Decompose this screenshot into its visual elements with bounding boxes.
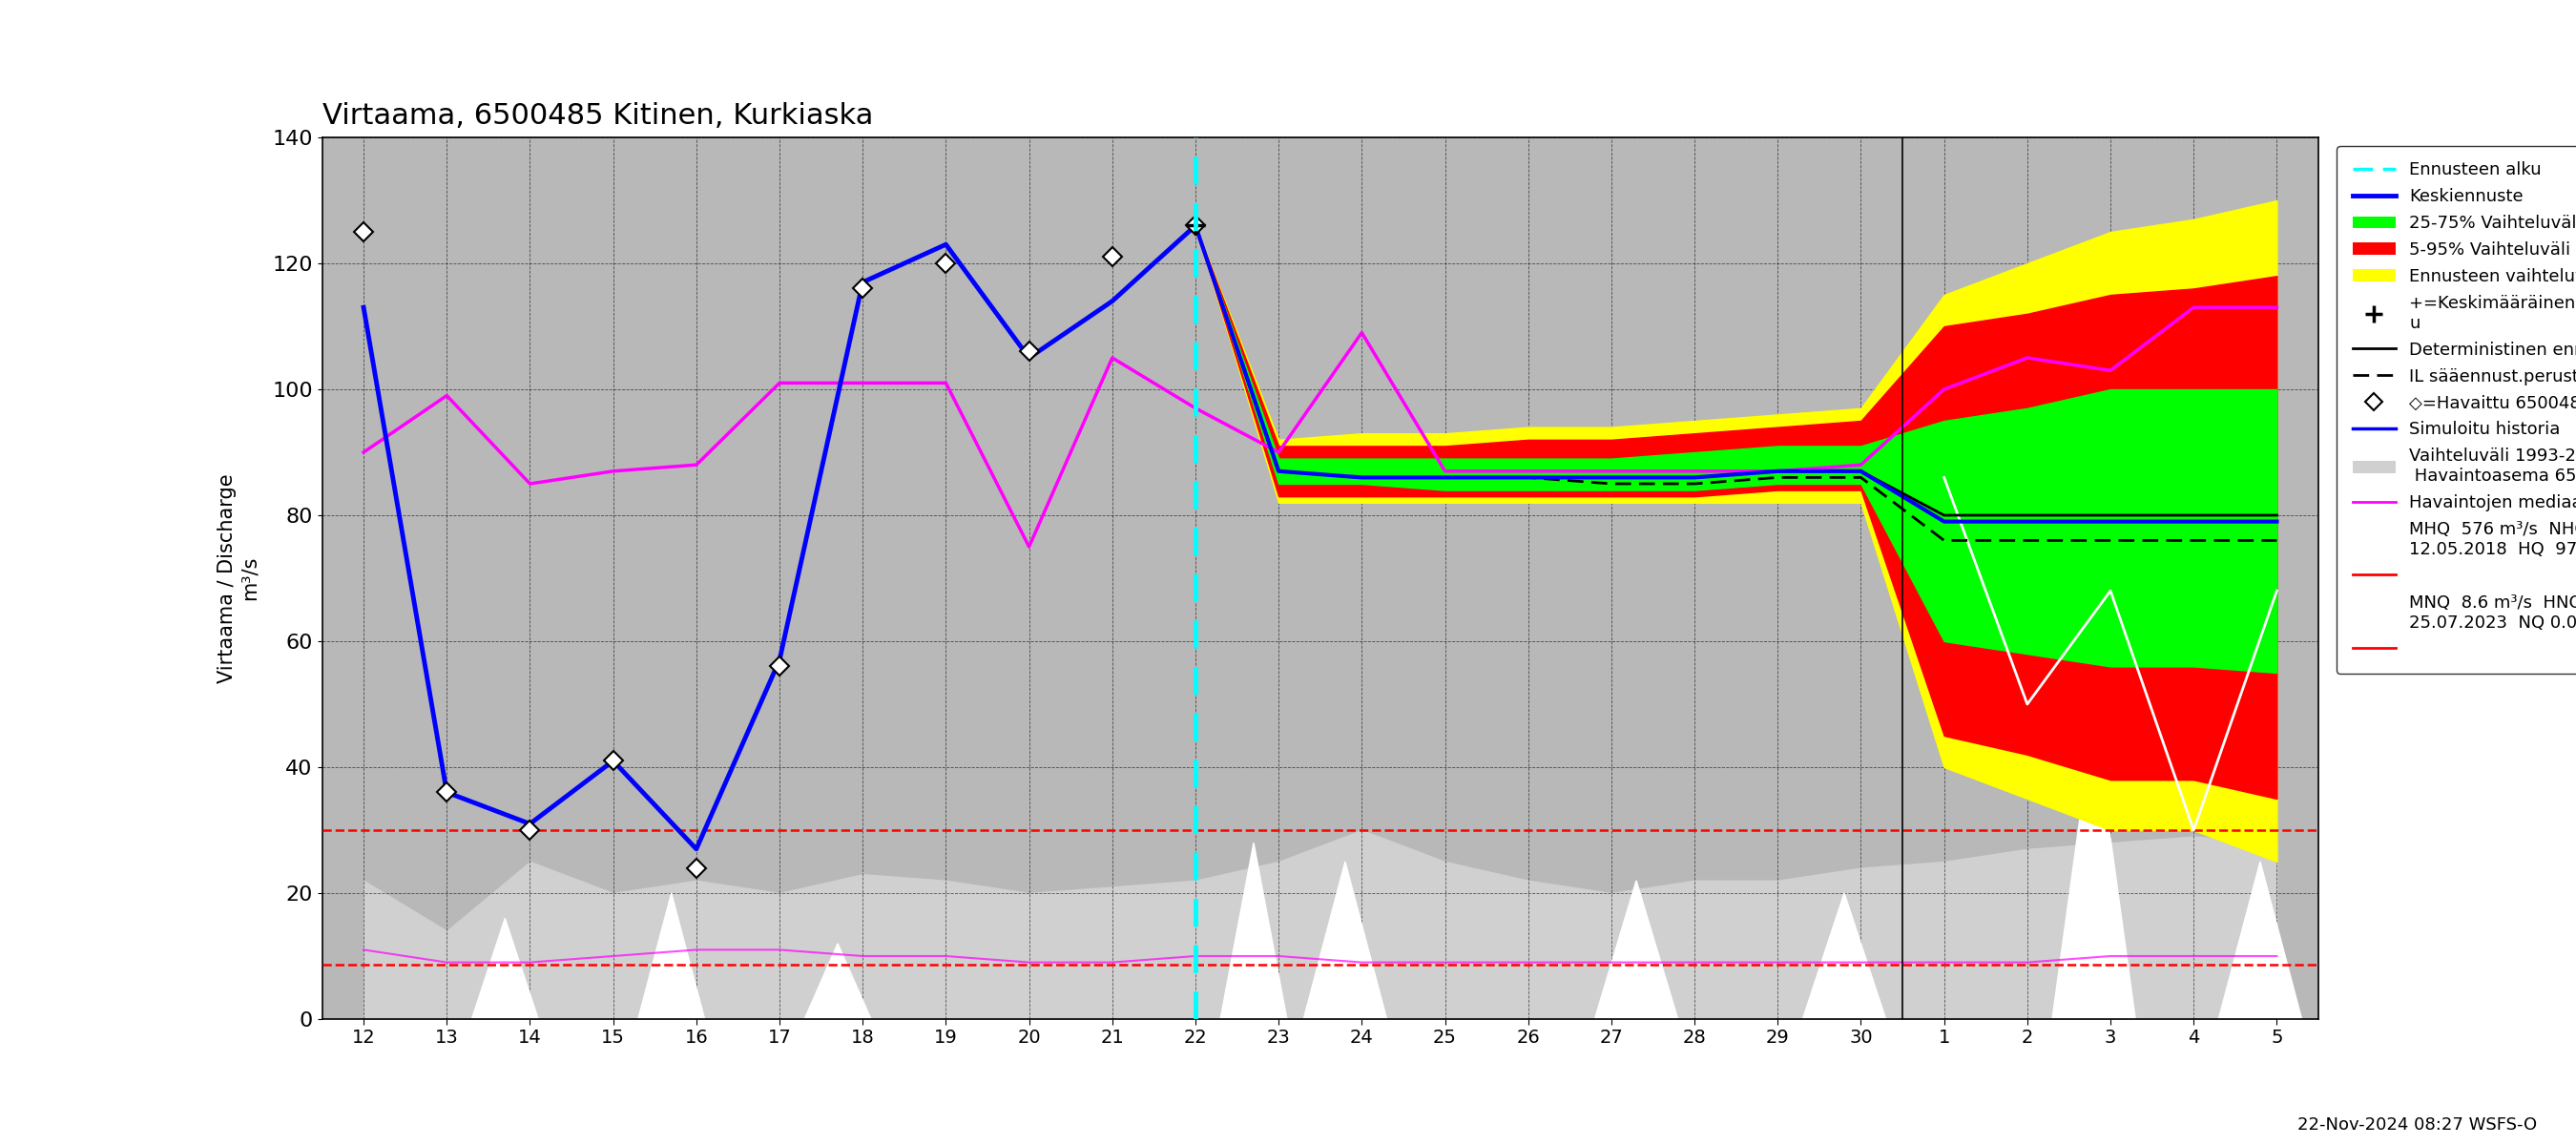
Polygon shape — [639, 893, 706, 1019]
Legend: Ennusteen alku, Keskiennuste, 25-75% Vaihteluväli, 5-95% Vaihteluväli, Ennusteen: Ennusteen alku, Keskiennuste, 25-75% Vai… — [2336, 147, 2576, 673]
Polygon shape — [1803, 893, 1886, 1019]
Polygon shape — [1303, 861, 1386, 1019]
Polygon shape — [2218, 861, 2303, 1019]
Y-axis label: Virtaama / Discharge
m³/s: Virtaama / Discharge m³/s — [216, 473, 258, 684]
Text: 22-Nov-2024 08:27 WSFS-O: 22-Nov-2024 08:27 WSFS-O — [2298, 1116, 2537, 1134]
Polygon shape — [1595, 881, 1677, 1019]
Polygon shape — [2053, 717, 2136, 1019]
Text: Virtaama, 6500485 Kitinen, Kurkiaska: Virtaama, 6500485 Kitinen, Kurkiaska — [322, 102, 873, 129]
Polygon shape — [1221, 843, 1288, 1019]
Polygon shape — [804, 943, 871, 1019]
Polygon shape — [471, 918, 538, 1019]
